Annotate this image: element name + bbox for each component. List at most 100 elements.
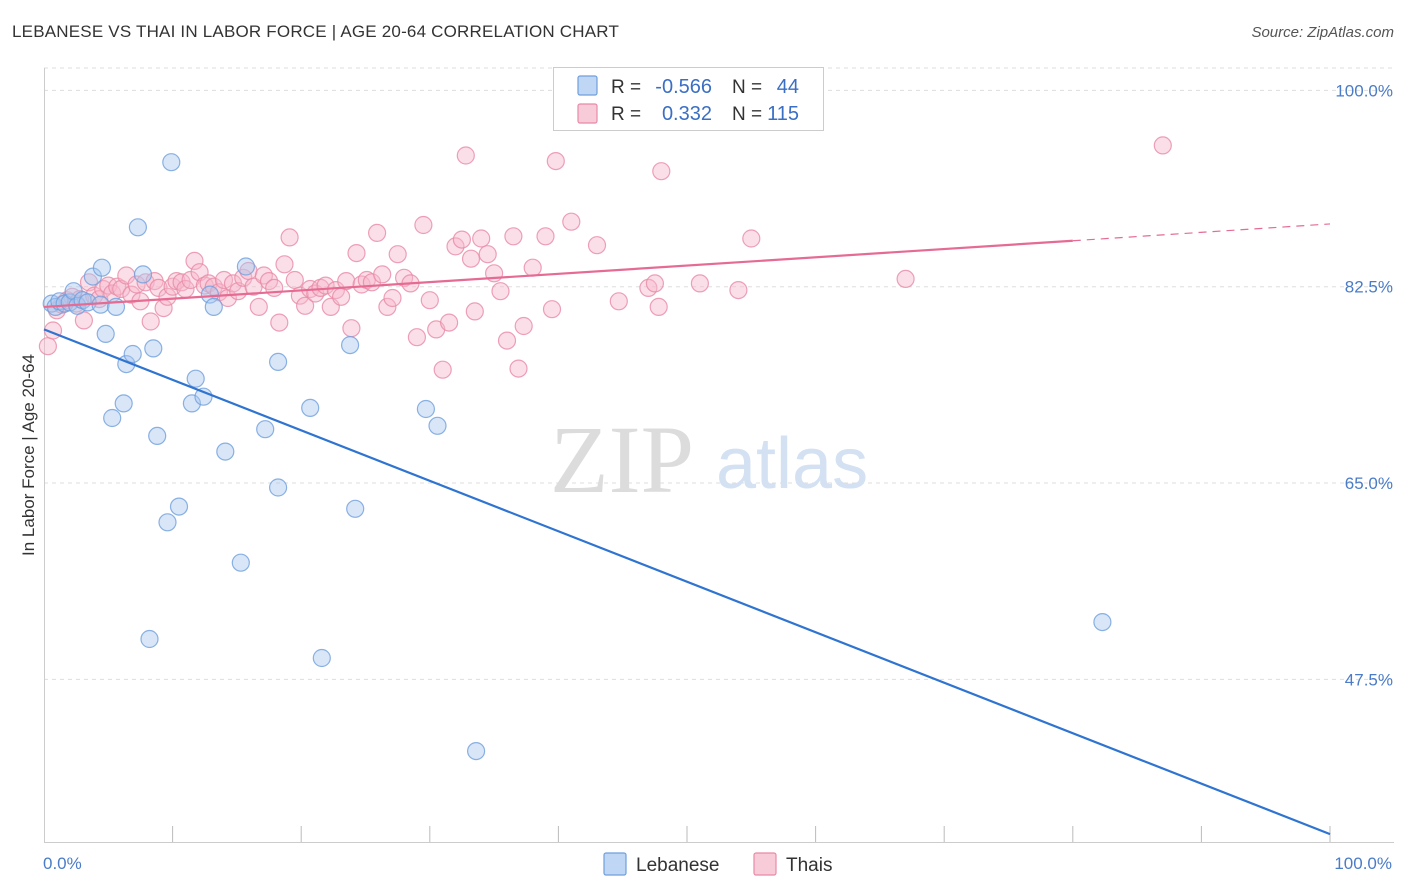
lebanese-point	[103, 408, 122, 428]
thai-point	[523, 258, 542, 277]
thai-n-label: N =	[732, 104, 762, 125]
lebanese-point	[140, 629, 159, 649]
thai-point	[509, 359, 528, 378]
y-tick-label: 82.5%	[1345, 278, 1393, 297]
thai-points	[38, 136, 1172, 379]
thai-point	[465, 302, 484, 321]
thai-point	[38, 337, 58, 356]
lebanese-point	[1093, 612, 1112, 632]
stats-legend-box	[553, 67, 824, 131]
lebanese-point	[269, 478, 288, 497]
thai-legend-swatch	[577, 103, 598, 124]
thai-point	[249, 297, 268, 316]
lebanese-point	[312, 648, 331, 668]
thai-point	[609, 292, 628, 311]
thai-point	[652, 162, 671, 181]
lebanese-r-value: -0.566	[655, 76, 712, 98]
thai-point	[472, 229, 491, 248]
thai-point	[332, 287, 351, 306]
thai-point	[383, 288, 402, 308]
thai-point	[461, 249, 481, 268]
thai-point	[265, 278, 284, 297]
thai-point	[94, 279, 113, 299]
watermark-zip: ZIP	[550, 406, 694, 513]
lebanese-point	[269, 352, 288, 371]
y-tick-label: 100.0%	[1335, 81, 1393, 100]
lebanese-point	[133, 265, 153, 284]
lebanese-point	[416, 399, 435, 419]
thai-point	[491, 282, 510, 301]
lebanese-n-value: 44	[777, 76, 799, 98]
thai-point	[337, 272, 356, 291]
thai-point	[347, 244, 366, 263]
lebanese-point	[194, 387, 213, 406]
lebanese-point	[236, 257, 255, 276]
thai-point	[542, 300, 562, 319]
x-axis-ticks	[172, 826, 1331, 842]
series-legend: Lebanese Thais	[603, 852, 832, 876]
lebanese-series-swatch	[603, 852, 627, 876]
lebanese-point	[162, 153, 181, 172]
thai-point	[342, 319, 361, 338]
thai-point	[456, 146, 475, 165]
watermark: ZIP atlas	[550, 406, 868, 513]
thai-point	[452, 230, 471, 249]
y-axis-tick-labels: 47.5% 65.0% 82.5% 100.0%	[1335, 81, 1393, 689]
thai-point	[158, 287, 177, 306]
thai-point	[514, 316, 533, 336]
thai-point	[896, 269, 915, 288]
thai-point	[368, 223, 387, 242]
lebanese-point	[169, 497, 189, 516]
thai-point	[141, 312, 160, 331]
lebanese-point	[182, 394, 201, 413]
lebanese-point	[301, 398, 320, 417]
lebanese-point	[148, 426, 167, 445]
thai-point	[275, 255, 294, 274]
lebanese-point	[158, 513, 177, 532]
chart-title: LEBANESE VS THAI IN LABOR FORCE | AGE 20…	[12, 22, 620, 41]
thai-point	[649, 297, 668, 316]
thai-point	[185, 251, 204, 270]
chart-source: Source: ZipAtlas.com	[1251, 24, 1394, 41]
thai-point	[546, 152, 565, 171]
lebanese-legend-swatch	[577, 75, 598, 96]
lebanese-point	[186, 369, 205, 388]
thai-point	[254, 266, 273, 285]
thai-point	[122, 285, 141, 304]
lebanese-point	[346, 499, 365, 518]
watermark-atlas: atlas	[716, 424, 868, 504]
thai-point	[1153, 136, 1172, 155]
thai-point	[729, 281, 748, 300]
thai-r-value: 0.332	[662, 103, 712, 125]
thai-trend-extension	[1072, 223, 1331, 242]
thai-point	[280, 228, 299, 247]
thai-point	[433, 360, 452, 379]
lebanese-series-label: Lebanese	[636, 855, 719, 876]
thai-point	[414, 215, 433, 235]
lebanese-point	[341, 336, 360, 355]
thai-point	[407, 328, 426, 347]
lebanese-point	[96, 324, 115, 343]
thai-point	[296, 296, 315, 315]
thai-point	[285, 270, 304, 290]
trend-lines	[43, 223, 1331, 836]
thai-point	[270, 313, 289, 332]
lebanese-point	[144, 339, 163, 358]
thai-point	[478, 245, 497, 264]
lebanese-trend-line	[43, 328, 1331, 836]
y-axis-title: In Labor Force | Age 20-64	[19, 354, 38, 556]
thai-point	[690, 274, 710, 293]
thai-point	[446, 237, 465, 256]
thai-point	[388, 245, 407, 264]
lebanese-n-label: N =	[732, 77, 762, 98]
thai-series-swatch	[753, 852, 777, 876]
x-tick-label-max: 100.0%	[1334, 854, 1392, 873]
thai-point	[373, 265, 392, 284]
thai-point	[497, 331, 517, 350]
x-tick-label-min: 0.0%	[43, 854, 82, 873]
thai-point	[536, 227, 555, 246]
y-tick-label: 47.5%	[1345, 670, 1393, 689]
y-tick-label: 65.0%	[1345, 474, 1393, 493]
lebanese-point	[467, 741, 486, 761]
